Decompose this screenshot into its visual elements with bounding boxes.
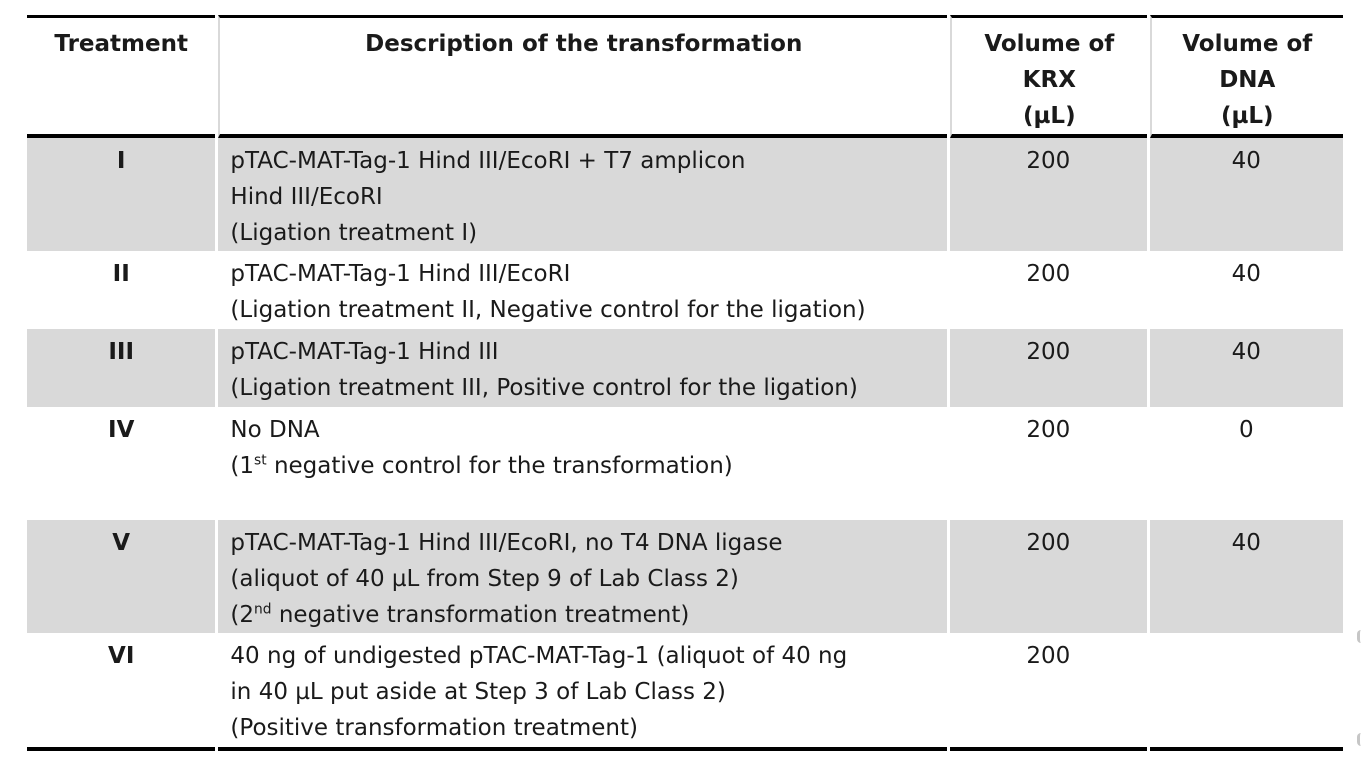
volume-krx-cell: 200 [950, 138, 1147, 251]
header-row: Treatment Description of the transformat… [27, 15, 1343, 138]
treatment-cell: III [27, 329, 216, 407]
column-header-treatment: Treatment [27, 15, 216, 138]
treatment-cell: VI [27, 633, 216, 751]
column-header-description: Description of the transformation [218, 15, 948, 138]
volume-dna-cell: 40 [1149, 520, 1343, 633]
treatment-cell: II [112, 261, 130, 287]
table-row: III pTAC-MAT-Tag-1 Hind III (Ligation trea… [27, 329, 1343, 407]
volume-dna-cell [1149, 633, 1343, 751]
column-header-volume-dna: Volume of DNA (µL) [1149, 15, 1343, 138]
volume-dna-cell: 40 [1149, 329, 1343, 407]
description-line: (Ligation treatment II, Negative control… [230, 297, 866, 323]
volume-krx-cell: 200 [1026, 261, 1071, 287]
table-header: Treatment Description of the transformat… [27, 15, 1343, 138]
volume-krx-cell: 200 [950, 329, 1147, 407]
description-line: (Ligation treatment III, Positive contro… [230, 375, 858, 401]
description-line: in 40 µL put aside at Step 3 of Lab Clas… [230, 679, 726, 705]
volume-dna-cell: 40 [1231, 261, 1261, 287]
description-line: (Ligation treatment I) [230, 220, 478, 246]
description-line: Hind III/EcoRI [230, 184, 383, 210]
edge-artifact [1357, 630, 1361, 643]
table-row: II pTAC-MAT-Tag-1 Hind III/EcoRI (Ligation… [27, 251, 1343, 329]
description-line: pTAC-MAT-Tag-1 Hind III/EcoRI [230, 261, 571, 287]
edge-artifact [1357, 733, 1361, 746]
description-cell: pTAC-MAT-Tag-1 Hind III (Ligation treatme… [218, 329, 948, 407]
description-line: 40 ng of undigested pTAC-MAT-Tag-1 (aliq… [230, 643, 848, 669]
description-cell: pTAC-MAT-Tag-1 Hind III/EcoRI, no T4 DNA… [218, 520, 948, 633]
description-line: pTAC-MAT-Tag-1 Hind III/EcoRI + T7 ampli… [230, 148, 746, 174]
description-cell: pTAC-MAT-Tag-1 Hind III/EcoRI + T7 ampli… [218, 138, 948, 251]
description-cell: pTAC-MAT-Tag-1 Hind III/EcoRI (Ligation t… [218, 251, 947, 329]
treatment-cell: IV [108, 417, 135, 443]
column-header-volume-krx: Volume of KRX (µL) [950, 15, 1147, 138]
volume-dna-cell: 0 [1238, 417, 1254, 443]
treatment-cell: V [27, 520, 216, 633]
description-cell: No DNA (1st negative control for the tran… [218, 407, 947, 520]
document-page: Treatment Description of the transformat… [0, 15, 1362, 772]
volume-krx-cell: 200 [1026, 417, 1071, 443]
description-line: (Positive transformation treatment) [230, 715, 638, 741]
table-row: VI 40 ng of undigested pTAC-MAT-Tag-1 (al… [27, 633, 1343, 751]
description-cell: 40 ng of undigested pTAC-MAT-Tag-1 (aliq… [218, 633, 948, 751]
table-row: IV No DNA (1st negative control for the tr… [27, 407, 1343, 520]
description-line: (1st negative control for the transforma… [230, 452, 733, 479]
description-line: pTAC-MAT-Tag-1 Hind III/EcoRI, no T4 DNA… [230, 530, 783, 556]
treatment-cell: I [27, 138, 216, 251]
description-line: No DNA [230, 417, 320, 443]
description-line: (2nd negative transformation treatment) [230, 601, 690, 628]
description-line: pTAC-MAT-Tag-1 Hind III [230, 339, 499, 365]
description-line: (aliquot of 40 µL from Step 9 of Lab Cla… [230, 566, 739, 592]
transformation-treatments-table: Treatment Description of the transformat… [24, 15, 1346, 751]
volume-dna-cell: 40 [1149, 138, 1343, 251]
volume-krx-cell: 200 [950, 520, 1147, 633]
volume-krx-cell: 200 [950, 633, 1147, 751]
